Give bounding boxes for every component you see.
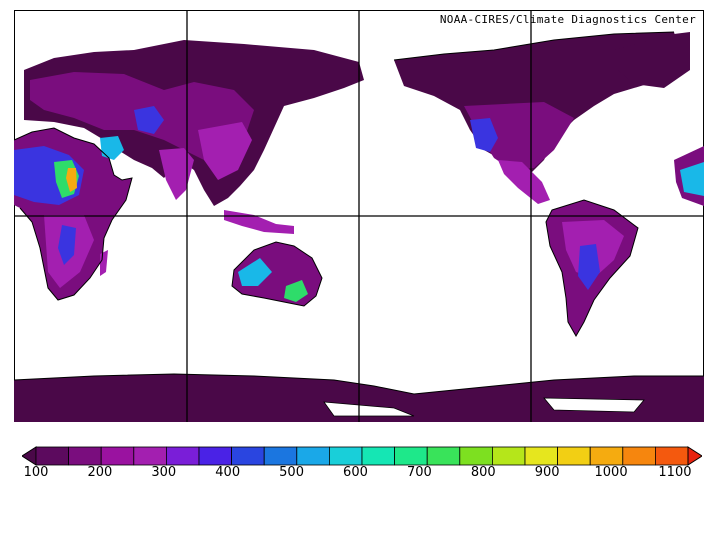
coastlines <box>14 31 704 395</box>
australia-cyan <box>238 258 272 286</box>
colorbar-swatch <box>394 446 428 466</box>
colorbar-tick-label: 1000 <box>594 465 628 480</box>
colorbar-swatch <box>589 446 624 466</box>
colorbar-swatch <box>361 446 395 466</box>
colorbar-swatch <box>231 446 265 466</box>
colorbar-swatch <box>133 446 167 466</box>
credit-text: NOAA-CIRES/Climate Diagnostics Center <box>439 13 696 26</box>
colorbar <box>22 446 702 466</box>
madagascar <box>100 250 108 276</box>
africa-yellow-spot <box>66 168 77 192</box>
colorbar-tick-label: 700 <box>406 465 432 480</box>
colorbar-swatch <box>68 446 102 466</box>
mexico-light <box>498 160 550 204</box>
colorbar-swatch <box>263 446 298 466</box>
colorbar-swatch <box>655 446 689 466</box>
colorbar-swatch <box>459 446 493 466</box>
colorbar-swatch <box>165 446 200 466</box>
middle-east-blue <box>100 136 124 160</box>
colorbar-swatch <box>491 446 526 466</box>
colorbar-swatch <box>557 446 591 466</box>
colorbar-swatch <box>198 446 232 466</box>
colorbar-tick-label: 800 <box>470 465 496 480</box>
asia-blue-patch <box>134 106 164 134</box>
antarctica-white-patch <box>543 397 645 413</box>
indonesia-islands <box>224 210 294 234</box>
colorbar-tick-label: 900 <box>534 465 560 480</box>
colorbar-tick-label: 200 <box>87 465 113 480</box>
colorbar-tick-label: 600 <box>343 465 368 480</box>
colorbar-tick-label: 300 <box>151 465 177 480</box>
colorbar-swatch <box>328 446 363 466</box>
usa-west-blue <box>470 118 498 152</box>
map-gridlines <box>14 10 704 422</box>
china-light <box>198 122 252 180</box>
colorbar-swatch <box>35 446 69 466</box>
colorbar-tick-label: 500 <box>279 465 304 480</box>
africa-blue-south <box>58 225 76 265</box>
usa-mid <box>464 102 574 170</box>
colorbar-swatch <box>622 446 656 466</box>
colorbar-arrow-low <box>22 446 37 466</box>
south-america-blue <box>578 244 600 290</box>
greenland <box>614 32 690 88</box>
india-region <box>159 148 194 200</box>
australia-green <box>284 280 308 302</box>
colorbar-swatch <box>524 446 558 466</box>
colorbar-swatch <box>296 446 330 466</box>
colorbar-swatch <box>100 446 135 466</box>
colorbar-swatch <box>426 446 461 466</box>
colorbar-tick-label: 1100 <box>658 465 692 480</box>
antarctica-white-ross <box>323 401 415 417</box>
colorbar-tick-label: 400 <box>215 465 241 480</box>
colorbar-arrow-high <box>687 446 702 466</box>
colorbar-tick-label: 100 <box>23 465 49 480</box>
world-map <box>14 10 704 422</box>
africa-east-cyan <box>680 162 704 196</box>
